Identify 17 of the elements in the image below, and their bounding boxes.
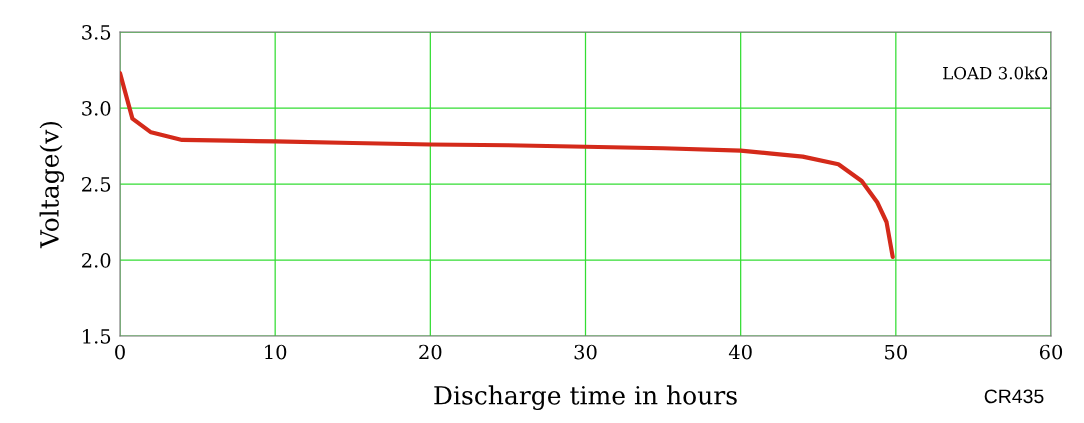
x-tick-label: 60 — [1039, 344, 1063, 360]
y-tick-label: 2.5 — [82, 176, 111, 192]
x-tick-label: 50 — [885, 344, 907, 360]
x-tick-label: 0 — [115, 344, 125, 360]
x-tick-label: 20 — [419, 344, 442, 360]
text: CR435 — [984, 389, 1044, 404]
y-tick-label: 1.5 — [83, 328, 111, 344]
y-tick-label: 2.0 — [82, 252, 111, 268]
line-series — [120, 70, 895, 260]
annotation: LOAD 3.0kΩ — [943, 66, 1048, 80]
y-tick-label: 3.0 — [82, 100, 111, 116]
x-tick-label: 10 — [265, 344, 287, 360]
y-tick-label: 3.5 — [82, 24, 111, 40]
x-tick-label: 40 — [728, 344, 752, 360]
y-axis-title: Voltage(v) — [39, 121, 65, 249]
x-tick-label: 30 — [574, 344, 597, 360]
x-axis-title: Discharge time in hours — [434, 385, 737, 410]
